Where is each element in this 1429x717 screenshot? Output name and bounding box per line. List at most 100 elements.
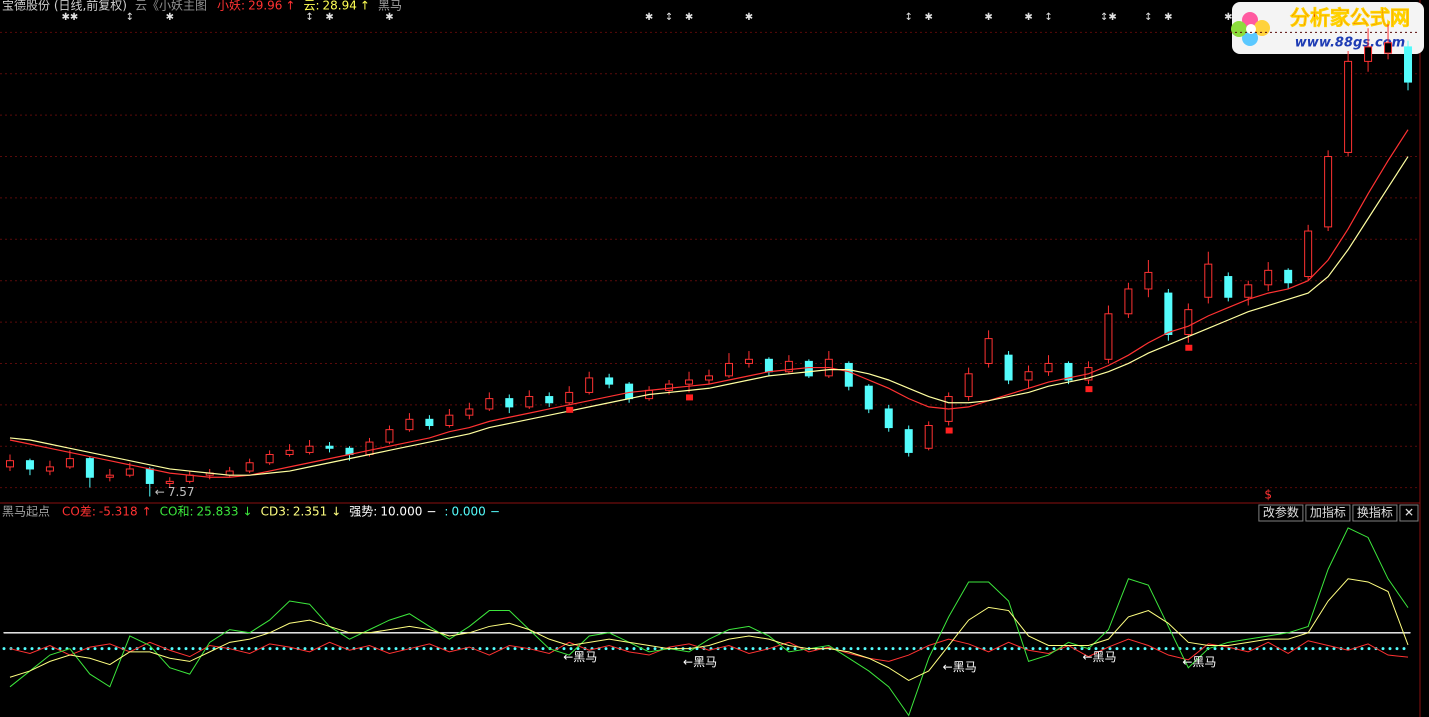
reference-label: 强势: (349, 505, 377, 519)
series-arrow: ↓ (243, 505, 253, 519)
candle-body (844, 362, 853, 387)
indicator-title: 黑马起点 (2, 505, 50, 519)
top-marker: ↕✱ (1100, 12, 1117, 23)
reference-arrow: − (490, 505, 500, 519)
candle-body (804, 360, 813, 377)
candle-body (405, 418, 414, 431)
candle-body (1124, 288, 1133, 315)
candle-body (45, 466, 54, 472)
candle-body (964, 373, 973, 398)
logo-backdrop (1232, 2, 1424, 54)
top-marker: ↕ (1044, 12, 1052, 23)
candle-body (605, 377, 614, 385)
candle-body (1284, 269, 1293, 284)
top-marker: ✱ (385, 12, 393, 23)
logo-petal (1242, 12, 1258, 28)
candle-body (385, 429, 394, 443)
candle-body (884, 408, 893, 429)
candle-body (545, 396, 554, 404)
candle-body (525, 396, 534, 408)
candle-body (705, 375, 713, 381)
button-label: 改参数 (1263, 505, 1299, 520)
indicator-line (9, 527, 1409, 717)
reference-value: 0.000 (451, 505, 485, 519)
chart-title: 宝德股份 (日线,前复权) (2, 0, 127, 13)
candle-body (265, 453, 274, 464)
candle-body (984, 338, 993, 364)
candle-body (85, 458, 94, 478)
candle-body (1044, 362, 1053, 373)
button-label: 加指标 (1310, 505, 1346, 520)
candle-body (325, 445, 334, 449)
top-marker: ✱ (166, 12, 174, 23)
candle-body (1244, 284, 1253, 298)
toolbar-button[interactable]: 换指标 (1352, 504, 1398, 522)
candle-body (165, 480, 174, 484)
logo-url: www.88gs.com (1295, 36, 1405, 51)
candle-body (1384, 42, 1393, 54)
candle-body (105, 474, 114, 478)
candle-body (485, 398, 494, 410)
candle-body (285, 449, 294, 455)
candle-body (924, 425, 933, 449)
readout-value: 28.94 (323, 0, 357, 13)
logo-title: 分析家公式网 (1290, 6, 1410, 30)
series-label: CD3: (261, 505, 290, 519)
indicator-line (9, 578, 1409, 682)
top-marker: ↕ (665, 12, 673, 23)
candle-body (1404, 46, 1413, 83)
candle-body (565, 391, 574, 404)
low-value: 7.57 (168, 485, 195, 499)
candle-body (245, 462, 254, 472)
series-value: 2.351 (293, 505, 327, 519)
top-marker: ✱ (984, 12, 992, 23)
series-arrow: ↑ (142, 505, 152, 519)
candle-body (585, 377, 594, 393)
candle-body (1364, 46, 1373, 62)
signal-annotation: ←黑马 (683, 655, 717, 669)
moving-average (9, 129, 1409, 478)
signal-annotation: ←黑马 (1082, 650, 1116, 664)
indicator-name: 云《小妖主图 (135, 0, 207, 13)
toolbar-button[interactable]: ✕ (1399, 504, 1419, 522)
candle-body (1144, 271, 1153, 290)
top-marker: ↕ (305, 12, 313, 23)
candle-body (744, 358, 753, 364)
button-frame (1305, 504, 1351, 522)
top-marker: ↕ (1144, 12, 1152, 23)
signal-annotation: ←黑马 (563, 650, 597, 664)
signal-flag (1085, 386, 1093, 393)
top-marker: ✱ (745, 12, 753, 23)
top-marker: ↕ (905, 12, 913, 23)
candle-body (1204, 263, 1213, 298)
toolbar-button[interactable]: 改参数 (1258, 504, 1304, 522)
logo-center (1246, 24, 1256, 34)
candle-body (1184, 309, 1193, 335)
candle-body (1304, 230, 1313, 278)
candle-body (25, 460, 34, 470)
candle-body (505, 398, 514, 408)
series-label: CO和: (160, 505, 194, 519)
button-label: 换指标 (1357, 505, 1393, 520)
top-marker: ✱ (645, 12, 653, 23)
signal-flag (1185, 344, 1193, 351)
candle-body (1164, 292, 1173, 335)
reference-label: : (444, 505, 448, 519)
readout-label: 小妖: (217, 0, 245, 13)
readout-arrow: ↑ (285, 0, 295, 13)
button-label: ✕ (1404, 506, 1414, 520)
readout-label: 黑马 (378, 0, 402, 13)
logo-petal (1231, 21, 1247, 37)
candle-body (1344, 60, 1353, 153)
candle-body (305, 445, 314, 453)
signal-annotation: ←黑马 (943, 660, 977, 674)
candle-body (425, 418, 434, 427)
readout-arrow: ↑ (360, 0, 370, 13)
series-arrow: ↓ (331, 505, 341, 519)
low-arrow: ← (155, 485, 165, 499)
top-marker: ✱ (325, 12, 333, 23)
readout-label: 云: (303, 0, 319, 13)
readout-value: 29.96 (248, 0, 282, 13)
toolbar-button[interactable]: 加指标 (1305, 504, 1351, 522)
